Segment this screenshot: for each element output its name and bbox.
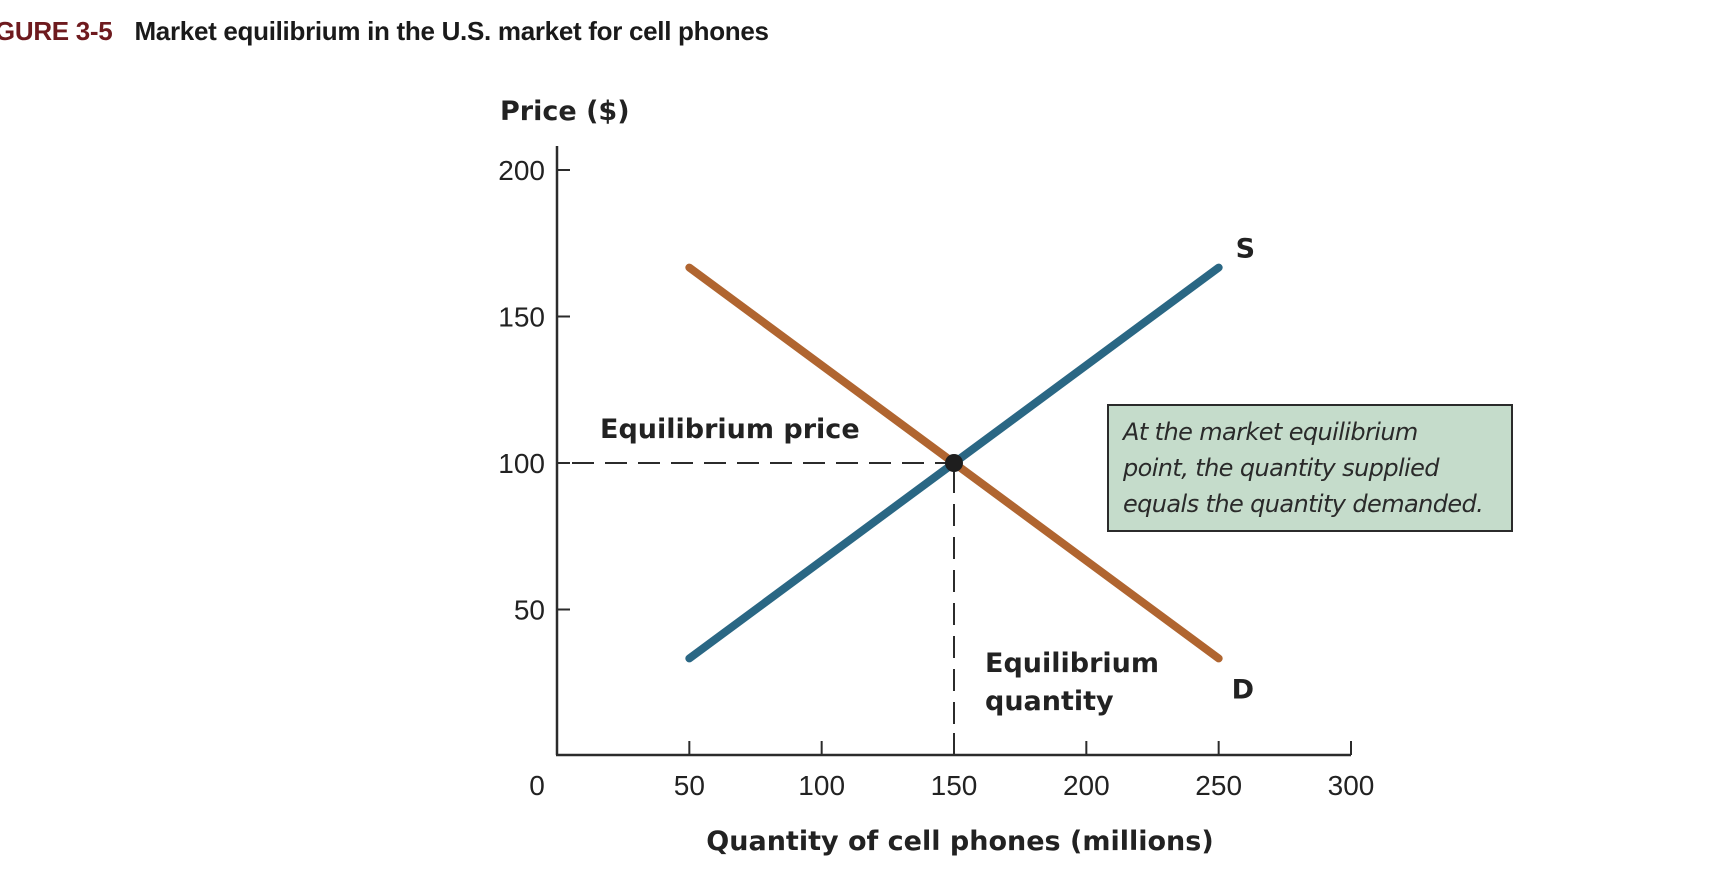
x-tick-label: 150 bbox=[931, 770, 978, 801]
callout-line: equals the quantity demanded. bbox=[1123, 490, 1484, 518]
figure-number: IGURE 3-5 bbox=[0, 16, 113, 46]
annotation-labels: Equilibrium price Equilibrium quantity bbox=[600, 414, 1159, 717]
equilibrium-point bbox=[945, 454, 963, 472]
x-tick-label: 50 bbox=[674, 770, 705, 801]
y-tick-label: 200 bbox=[498, 155, 545, 186]
demand-curve-label: D bbox=[1232, 674, 1254, 705]
callout-line: At the market equilibrium bbox=[1123, 418, 1418, 446]
x-tick-label: 100 bbox=[798, 770, 845, 801]
equilibrium-quantity-label-line1: Equilibrium bbox=[985, 648, 1159, 679]
y-tick-label: 150 bbox=[498, 302, 545, 333]
x-tick-label: 200 bbox=[1063, 770, 1110, 801]
figure-title: Market equilibrium in the U.S. market fo… bbox=[134, 16, 769, 46]
figure-header: IGURE 3-5 Market equilibrium in the U.S. … bbox=[0, 16, 769, 47]
equilibrium-price-label: Equilibrium price bbox=[600, 414, 860, 445]
equilibrium-quantity-label-line2: quantity bbox=[985, 686, 1114, 717]
supply-curve-label: S bbox=[1236, 234, 1255, 265]
callout-line: point, the quantity supplied bbox=[1123, 454, 1439, 482]
equilibrium-guides bbox=[572, 462, 955, 732]
y-tick-label: 100 bbox=[498, 448, 545, 479]
x-tick-label: 300 bbox=[1328, 770, 1375, 801]
y-tick-label: 50 bbox=[514, 595, 545, 626]
x-tick-label: 250 bbox=[1195, 770, 1242, 801]
equilibrium-callout-box: At the market equilibrium point, the qua… bbox=[1107, 404, 1513, 532]
curves: SD bbox=[685, 234, 1255, 705]
x-axis-title: Quantity of cell phones (millions) bbox=[706, 826, 1213, 857]
y-axis-title: Price ($) bbox=[500, 96, 630, 127]
axes: 50 100 150 200 0 50 100 150 200 250 300 bbox=[498, 146, 1374, 801]
x-tick-label: 0 bbox=[529, 770, 545, 801]
